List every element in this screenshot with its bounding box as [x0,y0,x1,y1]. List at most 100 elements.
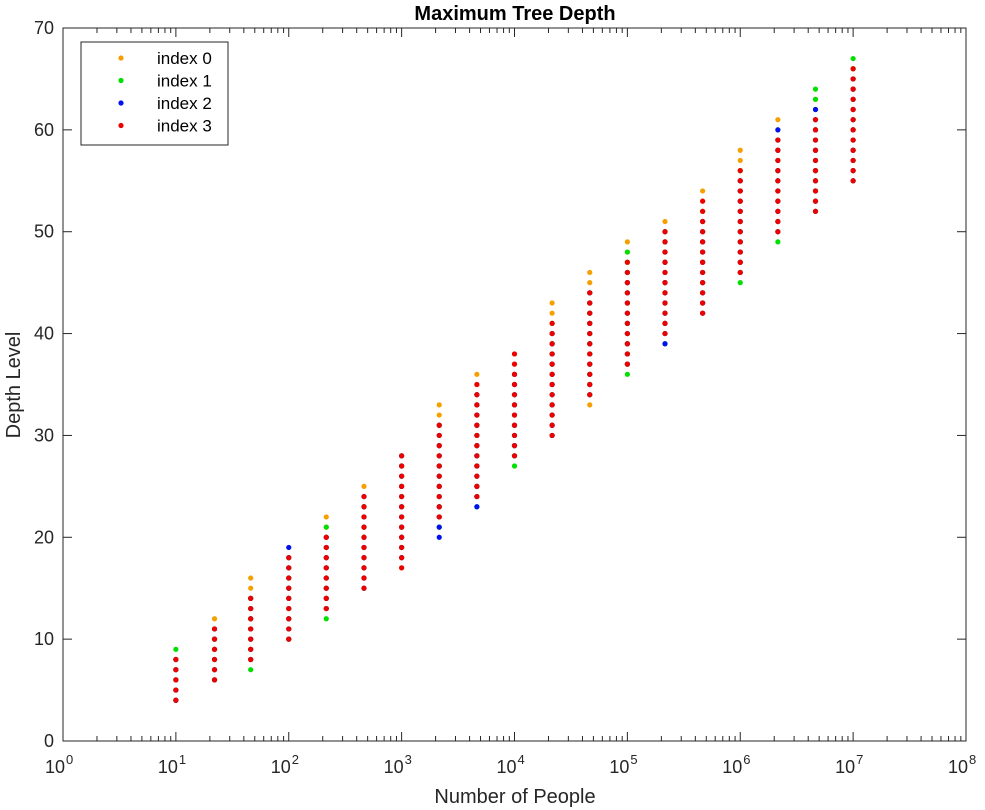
data-point [587,351,593,357]
data-point [700,198,706,204]
data-point [211,616,218,622]
data-point [700,249,706,255]
x-tick-label-base: 10 [948,757,968,777]
data-point [850,137,856,143]
data-point [361,524,367,530]
data-point [850,66,856,72]
data-point [549,392,555,398]
data-point [474,483,480,489]
data-point [549,320,555,326]
data-point [248,646,254,652]
x-tick-label-exponent: 7 [856,752,863,767]
data-point [624,290,630,296]
data-point [361,565,367,571]
data-point [624,310,630,316]
data-point [436,402,442,408]
data-point [624,300,630,306]
legend-label: index 0 [157,49,212,68]
data-point [361,493,367,500]
data-point [474,432,480,439]
x-tick-label: 10 0 [45,752,73,777]
data-point [211,667,218,673]
data-point [587,320,593,326]
data-point [511,432,518,439]
data-point [436,524,442,530]
data-point [737,249,743,255]
x-tick-label-base: 10 [496,757,516,777]
data-point [474,371,480,377]
data-point [850,117,856,123]
data-point [662,290,668,296]
data-point [737,239,743,245]
data-point [624,280,630,286]
data-point [436,534,442,540]
data-point [775,229,781,235]
x-tick-label-exponent: 5 [630,752,637,767]
data-point [511,463,518,469]
data-point [399,514,405,520]
data-point [474,493,480,500]
data-point [173,646,179,652]
data-point [850,106,856,113]
data-point [399,463,405,469]
data-point [812,188,819,194]
data-point [624,351,630,357]
data-point [474,422,480,428]
data-point [850,96,856,102]
data-point [812,157,819,164]
data-point [286,626,292,632]
data-point [323,585,329,591]
legend-label: index 2 [157,94,212,113]
data-point [436,483,442,489]
data-point [662,249,668,255]
data-point [361,575,367,581]
chart-title: Maximum Tree Depth [414,3,615,25]
data-point [511,371,518,377]
data-point [775,168,781,174]
data-point [511,443,518,449]
y-tick-labels: 0 10 20 30 40 50 60 70 [34,18,54,751]
data-point [549,330,555,337]
data-point [624,239,630,245]
data-point [624,371,630,377]
data-point [511,453,518,459]
data-point [286,544,292,551]
x-tick-label-base: 10 [271,757,291,777]
data-point [737,280,743,286]
data-point [399,473,405,479]
legend-marker [118,55,124,61]
data-point [737,259,743,265]
data-point [662,269,668,276]
data-point [812,168,819,174]
data-point [700,290,706,296]
x-tick-label: 10 1 [158,752,186,777]
x-tick-labels: 10 0 10 1 10 2 10 3 10 4 10 5 10 6 10 7 10 8 [45,752,976,777]
data-point [399,504,405,510]
data-point [587,392,593,398]
data-point [812,96,819,102]
data-point [511,392,518,398]
data-point [812,117,819,123]
legend-entry: index 2 [118,94,212,113]
data-point [737,168,743,174]
data-point [248,605,254,612]
data-point [662,341,668,347]
data-point [361,585,367,591]
data-point [587,310,593,316]
data-point [662,259,668,265]
data-point [286,555,292,561]
data-point [775,157,781,164]
data-point [662,239,668,245]
data-point [549,300,555,306]
data-point [812,198,819,204]
legend-entry: index 0 [118,49,212,68]
data-point [850,76,856,82]
data-point [812,147,819,153]
y-tick-label: 10 [34,629,54,649]
y-tick-label: 50 [34,222,54,242]
data-point [549,412,555,418]
data-point [211,636,218,642]
data-point [436,432,442,439]
data-point [286,585,292,591]
data-point [361,504,367,510]
